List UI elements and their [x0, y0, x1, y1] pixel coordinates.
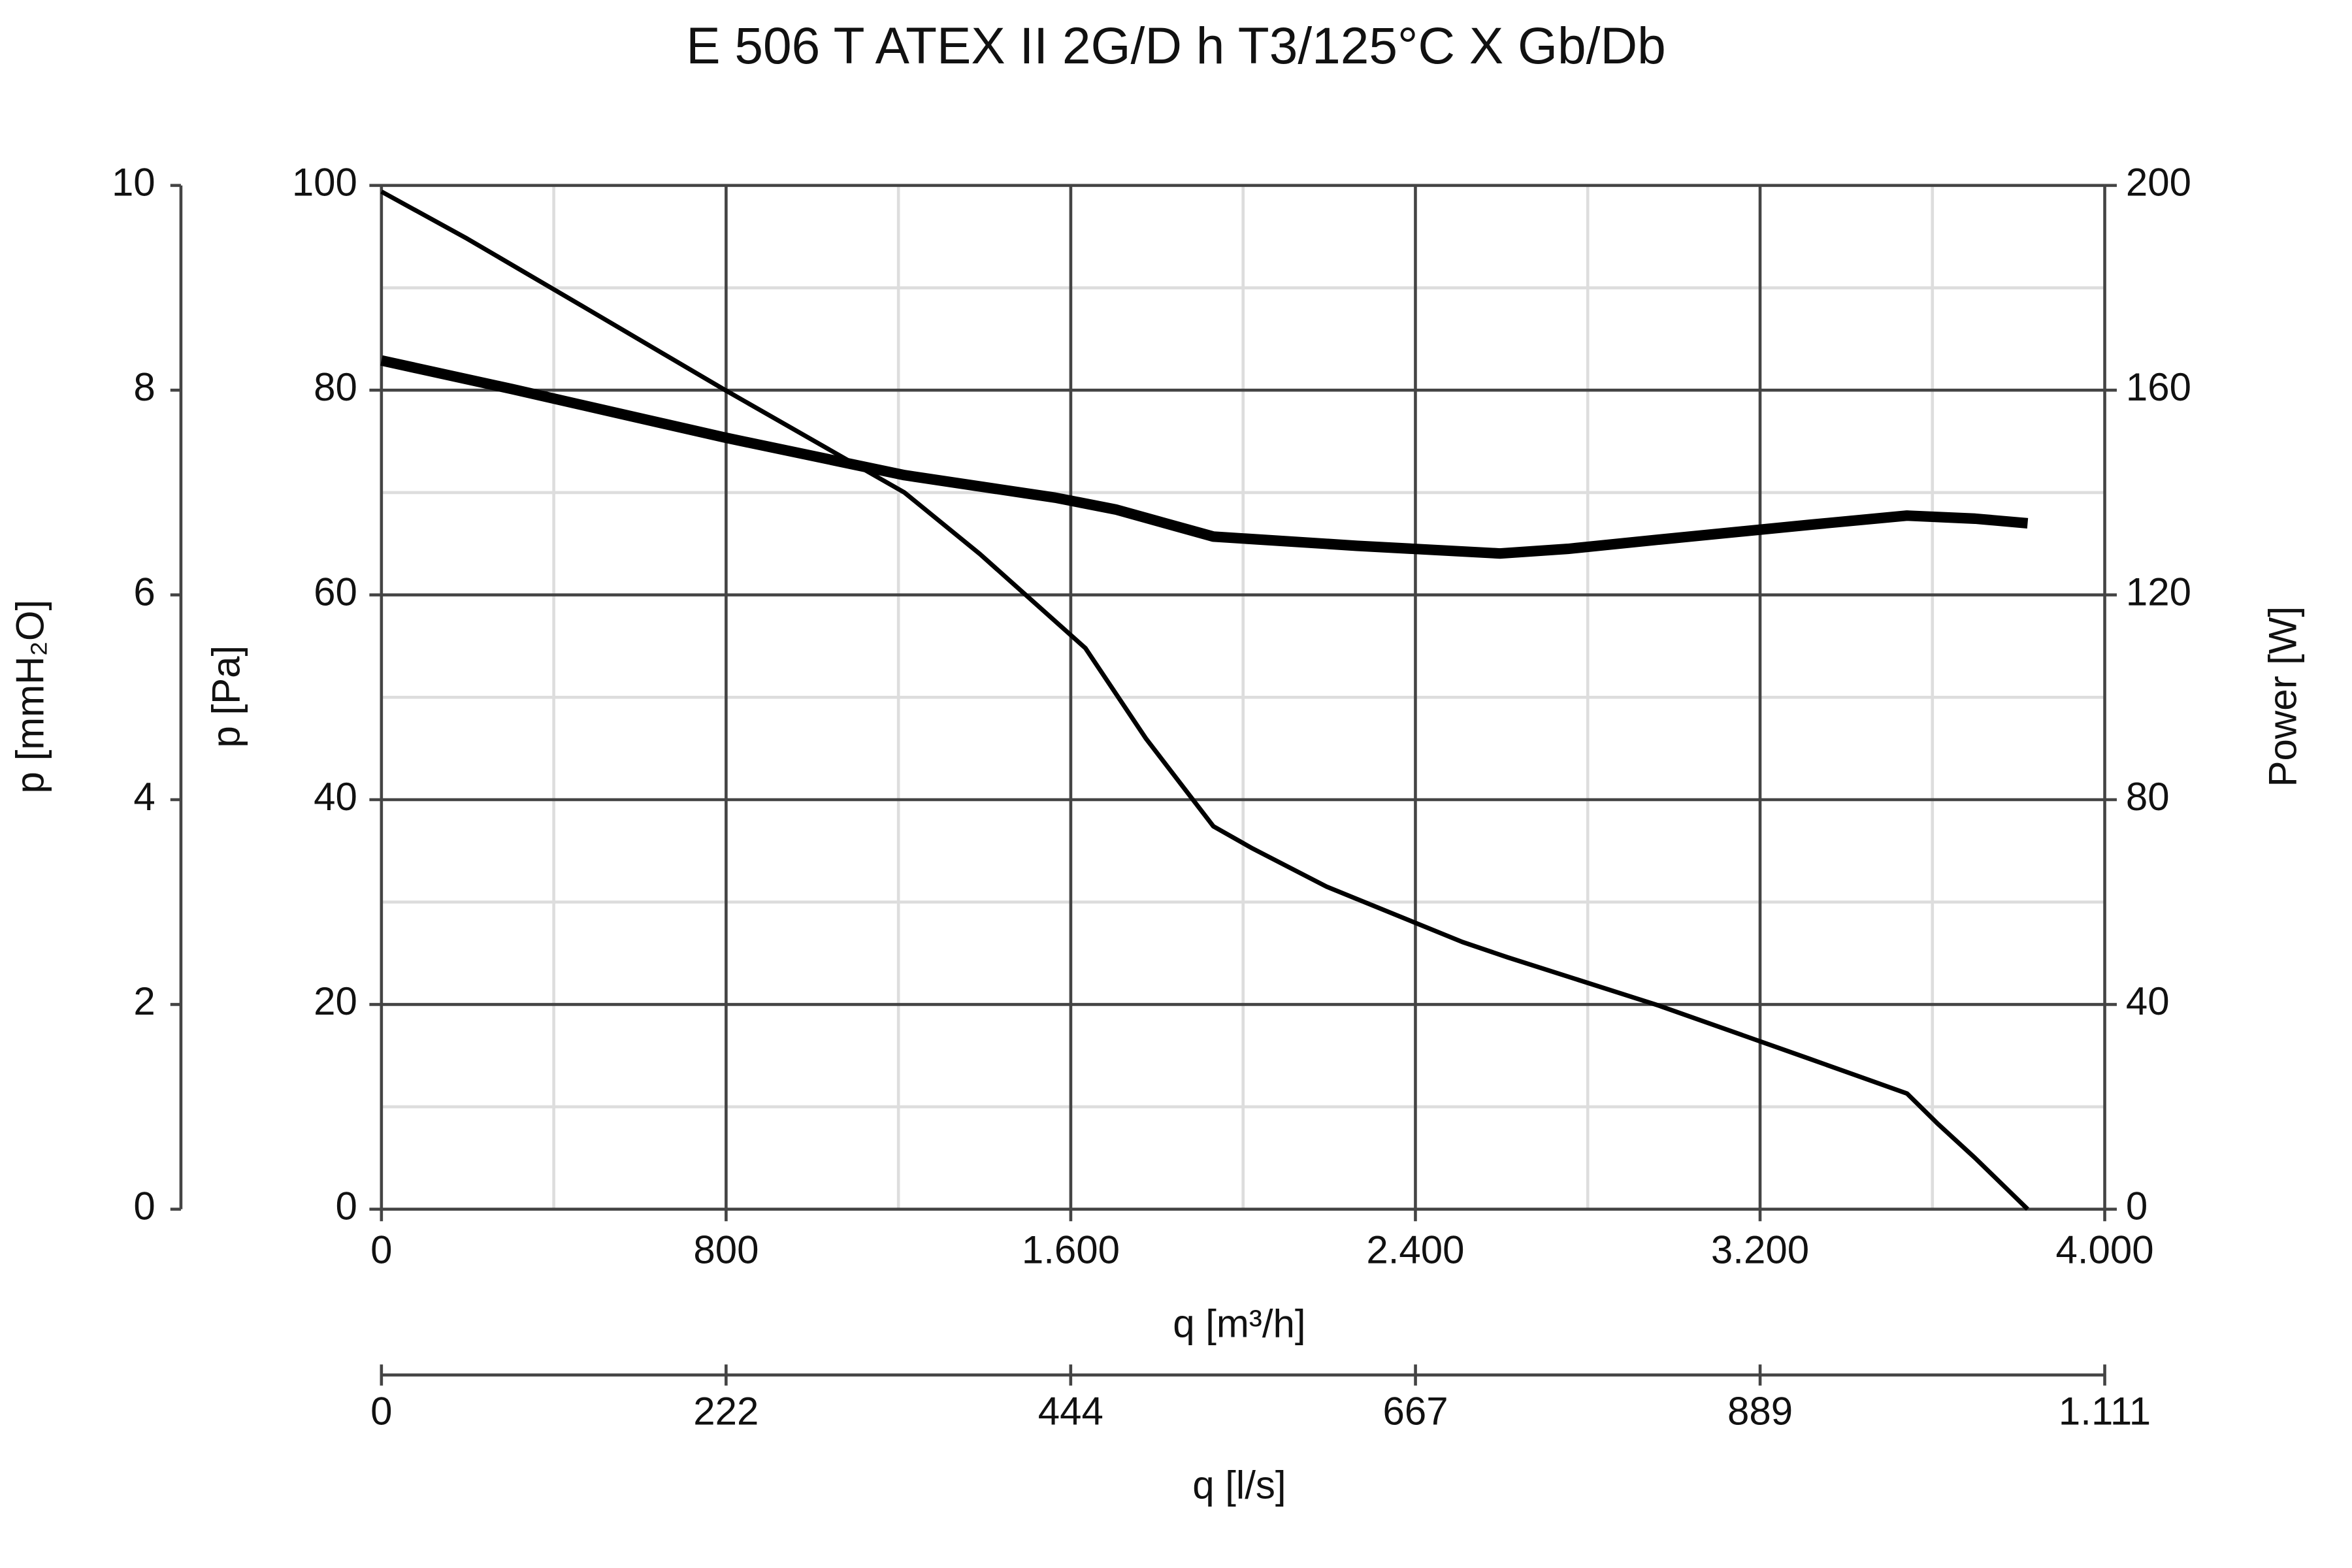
y-tick-label: 0	[336, 1184, 357, 1228]
y-tick-label: 100	[292, 161, 357, 204]
y3-tick-label: 0	[133, 1184, 155, 1228]
x2-tick-label: 667	[1383, 1389, 1448, 1433]
y-tick-label: 40	[314, 775, 357, 819]
x-tick-label: 0	[370, 1228, 392, 1272]
x-tick-label: 1.600	[1022, 1228, 1120, 1272]
x-tick-label: 800	[693, 1228, 759, 1272]
y2-tick-label: 120	[2126, 570, 2191, 613]
x2-tick-label: 444	[1038, 1389, 1103, 1433]
x2-axis-label: q [l/s]	[1192, 1463, 1286, 1507]
y2-tick-label: 0	[2126, 1184, 2148, 1228]
x-tick-label: 4.000	[2055, 1228, 2153, 1272]
y-tick-label: 80	[314, 365, 357, 409]
x2-tick-label: 222	[693, 1389, 759, 1433]
y2-axis-label: Power [W]	[2261, 606, 2304, 787]
y2-tick-label: 40	[2126, 979, 2170, 1023]
x-tick-label: 3.200	[1711, 1228, 1809, 1272]
y2-tick-label: 80	[2126, 775, 2170, 819]
y3-tick-label: 8	[133, 365, 155, 409]
x2-tick-label: 0	[370, 1389, 392, 1433]
y3-axis-label: p [mmH₂O]	[8, 600, 52, 794]
y2-tick-label: 200	[2126, 161, 2191, 204]
x-axis-label: q [m³/h]	[1173, 1302, 1305, 1346]
y-tick-label: 60	[314, 570, 357, 613]
y-tick-label: 20	[314, 979, 357, 1023]
y3-tick-label: 4	[133, 775, 155, 819]
y3-tick-label: 2	[133, 979, 155, 1023]
series-line	[380, 189, 2029, 1211]
y3-tick-label: 6	[133, 570, 155, 613]
x2-tick-label: 1.111	[2059, 1389, 2151, 1433]
chart-title: E 506 T ATEX II 2G/D h T3/125°C X Gb/Db	[686, 17, 1665, 74]
y3-tick-label: 10	[112, 161, 155, 204]
x2-tick-label: 889	[1727, 1389, 1793, 1433]
x-tick-label: 2.400	[1366, 1228, 1464, 1272]
series-line	[380, 355, 2029, 559]
y-axis-label: p [Pa]	[204, 645, 248, 748]
y2-tick-label: 160	[2126, 365, 2191, 409]
